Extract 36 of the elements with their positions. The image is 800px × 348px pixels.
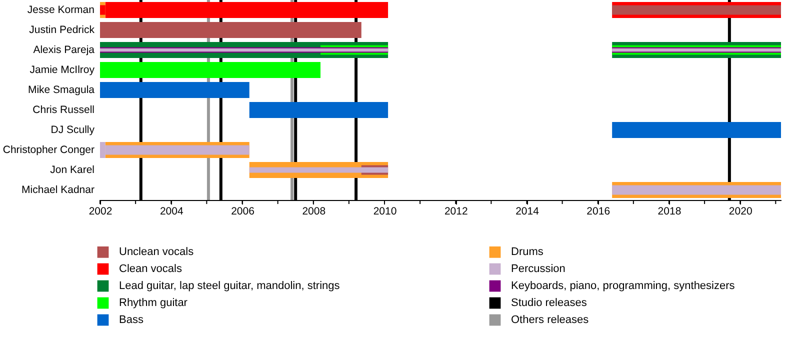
legend-label: Keyboards, piano, programming, synthesizers — [511, 280, 736, 292]
y-tick-label: Mike Smagula — [28, 84, 95, 96]
x-tick-label: 2016 — [586, 206, 610, 218]
legend-label: Percussion — [511, 263, 566, 275]
x-tick-label: 2008 — [302, 206, 326, 218]
legend-label: Lead guitar, lap steel guitar, mandolin, strings — [119, 280, 340, 292]
y-tick-label: Jon Karel — [50, 164, 94, 176]
x-tick-label: 2014 — [516, 206, 540, 218]
y-tick-label: Christopher Conger — [2, 144, 95, 156]
y-tick-label: Alexis Pareja — [33, 44, 95, 56]
bar — [612, 122, 781, 138]
legend-label: Studio releases — [511, 297, 588, 309]
legend-label: Others releases — [511, 314, 590, 326]
y-tick-label: Michael Kadnar — [22, 184, 95, 196]
legend-label: Drums — [511, 246, 544, 258]
legend-label: Bass — [119, 314, 144, 326]
x-tick-label: 2006 — [231, 206, 255, 218]
legend-label: Unclean vocals — [119, 246, 194, 258]
bar — [100, 62, 320, 78]
bar — [100, 22, 362, 38]
y-tick-label: Jamie McIlroy — [30, 64, 96, 76]
legend-label: Rhythm guitar — [119, 297, 188, 309]
y-tick-label: Chris Russell — [32, 104, 94, 116]
x-tick-label: 2012 — [444, 206, 468, 218]
x-tick-label: 2002 — [88, 206, 112, 218]
x-tick-label: 2004 — [160, 206, 184, 218]
legend-label: Clean vocals — [119, 263, 182, 275]
x-tick-label: 2020 — [728, 206, 752, 218]
x-tick-label: 2018 — [658, 206, 682, 218]
y-tick-label: Justin Pedrick — [29, 24, 96, 36]
y-tick-label: Jesse Korman — [27, 4, 95, 16]
y-tick-label: DJ Scully — [50, 124, 96, 136]
x-tick-label: 2010 — [373, 206, 397, 218]
bar — [612, 5, 781, 15]
bar — [100, 82, 250, 98]
bar — [249, 102, 388, 118]
